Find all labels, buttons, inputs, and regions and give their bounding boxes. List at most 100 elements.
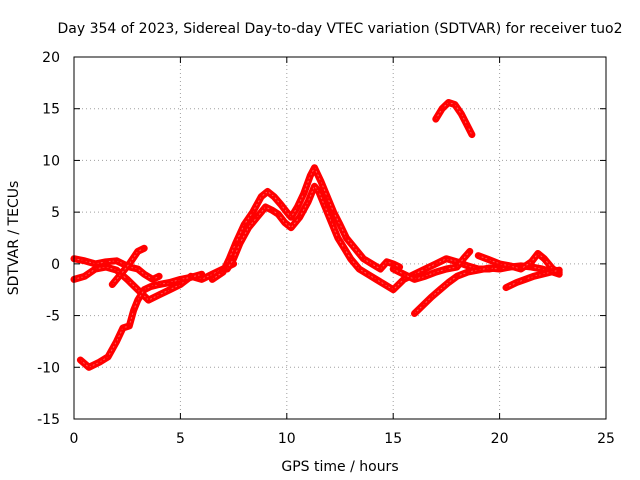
data-point <box>475 267 482 274</box>
series-band <box>76 270 206 371</box>
data-point <box>507 262 514 269</box>
data-point <box>141 286 148 293</box>
data-point <box>254 214 261 221</box>
data-point <box>249 209 256 216</box>
data-point <box>156 291 163 298</box>
data-point <box>219 269 226 276</box>
data-point <box>102 263 109 270</box>
data-point <box>134 266 141 273</box>
data-point <box>117 271 124 278</box>
ticks <box>73 56 607 420</box>
series-band <box>223 182 504 294</box>
data-point <box>126 322 133 329</box>
data-point <box>296 214 303 221</box>
data-point <box>464 269 471 276</box>
data-point <box>113 338 120 345</box>
chart-title: Day 354 of 2023, Sidereal Day-to-day VTE… <box>57 21 622 37</box>
data-point <box>294 203 301 210</box>
data-point <box>119 324 126 331</box>
data-point <box>288 214 295 221</box>
data-point <box>464 262 471 269</box>
data-point <box>236 240 243 247</box>
series-texture <box>414 265 560 314</box>
series-arc-j <box>502 266 563 292</box>
data-point <box>305 198 312 205</box>
data-point <box>517 266 524 273</box>
data-point <box>534 250 541 257</box>
data-point <box>454 273 461 280</box>
series-texture <box>226 185 501 291</box>
x-tick-label: 5 <box>176 431 185 447</box>
data-point <box>113 257 120 264</box>
y-tick-label: -5 <box>46 309 60 325</box>
data-point <box>126 260 133 267</box>
x-tick-label: 15 <box>384 431 402 447</box>
data-point <box>513 279 520 286</box>
data-point <box>188 274 195 281</box>
data-point <box>422 273 429 280</box>
data-point <box>156 273 163 280</box>
plot-frame <box>73 56 607 420</box>
data-point <box>443 266 450 273</box>
data-point <box>428 293 435 300</box>
series-band <box>208 164 404 283</box>
y-tick-label: 0 <box>51 257 60 273</box>
series-band <box>70 260 238 304</box>
data-point <box>241 221 248 228</box>
x-tick-label: 25 <box>597 431 615 447</box>
data-point <box>134 297 141 304</box>
data-point <box>315 188 322 195</box>
data-point <box>105 353 112 360</box>
data-point <box>351 245 358 252</box>
data-point <box>419 302 426 309</box>
data-point <box>458 110 465 117</box>
data-point <box>400 271 407 278</box>
data-point <box>468 131 475 138</box>
data-point <box>390 266 397 273</box>
data-point <box>347 255 354 262</box>
data-point <box>541 255 548 262</box>
data-point <box>528 258 535 265</box>
data-point <box>198 271 205 278</box>
y-tick-labels: -15 -10 -5 0 5 10 15 20 <box>37 50 60 428</box>
data-point <box>262 203 269 210</box>
data-point <box>147 283 154 290</box>
data-point <box>141 271 148 278</box>
data-point <box>360 255 367 262</box>
data-point <box>464 123 471 130</box>
x-axis-label: GPS time / hours <box>281 459 398 475</box>
data-point <box>96 359 103 366</box>
data-point <box>373 276 380 283</box>
data-point <box>445 99 452 106</box>
data-point <box>337 221 343 228</box>
data-point <box>224 266 231 273</box>
data-point <box>411 310 418 317</box>
series-arc-c <box>76 270 206 371</box>
data-point <box>77 357 84 364</box>
series-arc-e <box>208 164 404 283</box>
data-point <box>522 276 529 283</box>
data-point <box>81 273 88 280</box>
data-point <box>324 193 331 200</box>
series-texture <box>79 273 203 368</box>
data-point <box>322 203 329 210</box>
data-point <box>432 116 439 123</box>
y-axis-label: SDTVAR / TECUs <box>6 181 22 296</box>
data-point <box>268 207 275 214</box>
data-point <box>460 255 467 262</box>
data-point <box>330 209 337 216</box>
data-point <box>437 286 444 293</box>
x-tick-label: 20 <box>491 431 509 447</box>
data-point <box>283 209 290 216</box>
y-tick-label: -10 <box>37 360 60 376</box>
data-point <box>113 267 120 274</box>
y-tick-label: 5 <box>51 205 60 221</box>
data-point <box>356 266 363 273</box>
data-point <box>485 264 492 271</box>
grid <box>74 57 606 419</box>
y-tick-label: 15 <box>42 102 60 118</box>
data-point <box>451 101 458 108</box>
data-point <box>466 248 473 255</box>
series-band <box>432 99 476 139</box>
